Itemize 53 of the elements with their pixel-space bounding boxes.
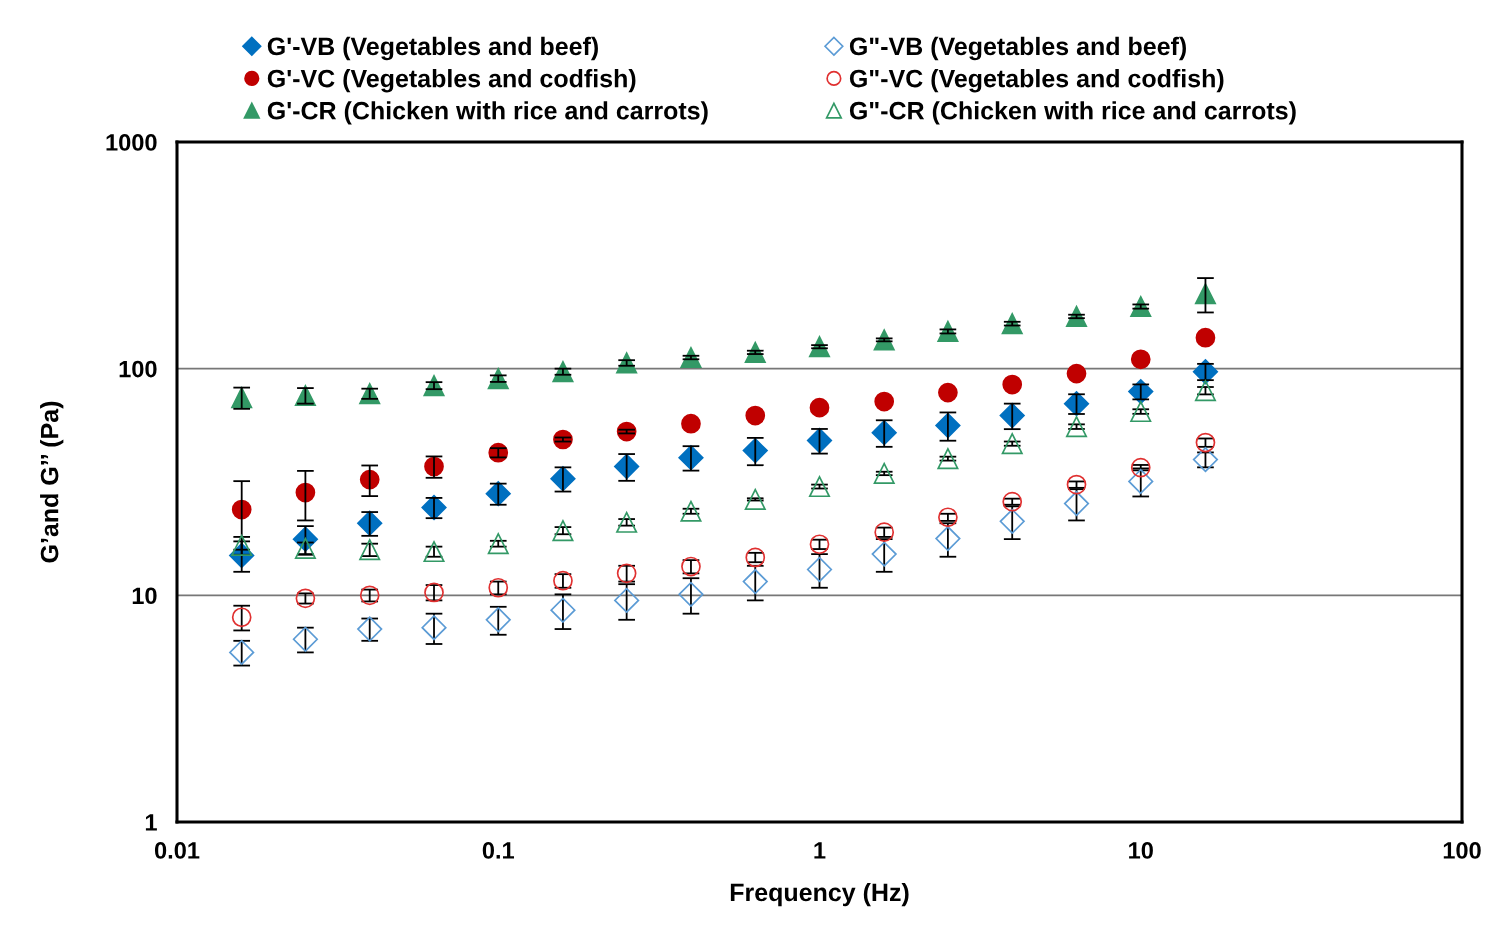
point [1130,457,1151,478]
point [552,520,574,542]
point [1066,363,1087,384]
point [487,533,509,555]
y-tick-label: 1000 [106,134,157,151]
point [1194,283,1217,305]
point [1001,433,1023,455]
point [1195,327,1216,348]
x-tick-label: 0.1 [482,842,514,859]
point [745,405,766,426]
point [1192,446,1219,473]
y-tick-label: 100 [119,360,157,378]
point [808,475,831,498]
point [806,556,833,583]
y-tick-label: 10 [132,587,157,605]
point [616,511,638,533]
point [937,448,959,470]
x-axis-title: Frequency (Hz) [730,882,909,907]
y-axis-title: G’and G’’ (Pa) [40,401,64,563]
x-tick-label: 0.01 [154,842,200,859]
legend-label: G"-VC (Vegetables and codfish) [849,69,1224,93]
point [1130,349,1151,370]
x-tick-label: 10 [1129,842,1153,859]
point [938,382,958,403]
point [1066,474,1087,495]
point [809,534,830,555]
point [678,581,704,607]
legend-label: G"-CR (Chicken with rice and carrots) [849,101,1296,125]
point [1065,416,1088,438]
x-tick-label: 1 [814,842,826,859]
x-tick-label: 100 [1443,842,1481,859]
legend-label: G'-VB (Vegetables and beef) [267,36,598,61]
legend-label: G'-CR (Chicken with rice and carrots) [267,101,708,125]
point [742,568,768,595]
point [423,541,445,563]
point [550,597,576,623]
legend-label: G'-VC (Vegetables and codfish) [267,69,636,93]
point [1063,490,1090,517]
legend-label: G"-VB (Vegetables and beef) [849,36,1186,61]
point [680,500,702,522]
point [1194,380,1217,402]
point [1130,400,1152,423]
point [614,587,640,614]
point [744,488,766,510]
point [1195,432,1216,453]
point [874,391,895,412]
point [1002,374,1023,395]
point [938,507,958,528]
point [681,413,701,434]
point [873,462,895,484]
point [1002,491,1023,512]
y-tick-label: 1 [145,814,157,831]
point [809,397,830,418]
